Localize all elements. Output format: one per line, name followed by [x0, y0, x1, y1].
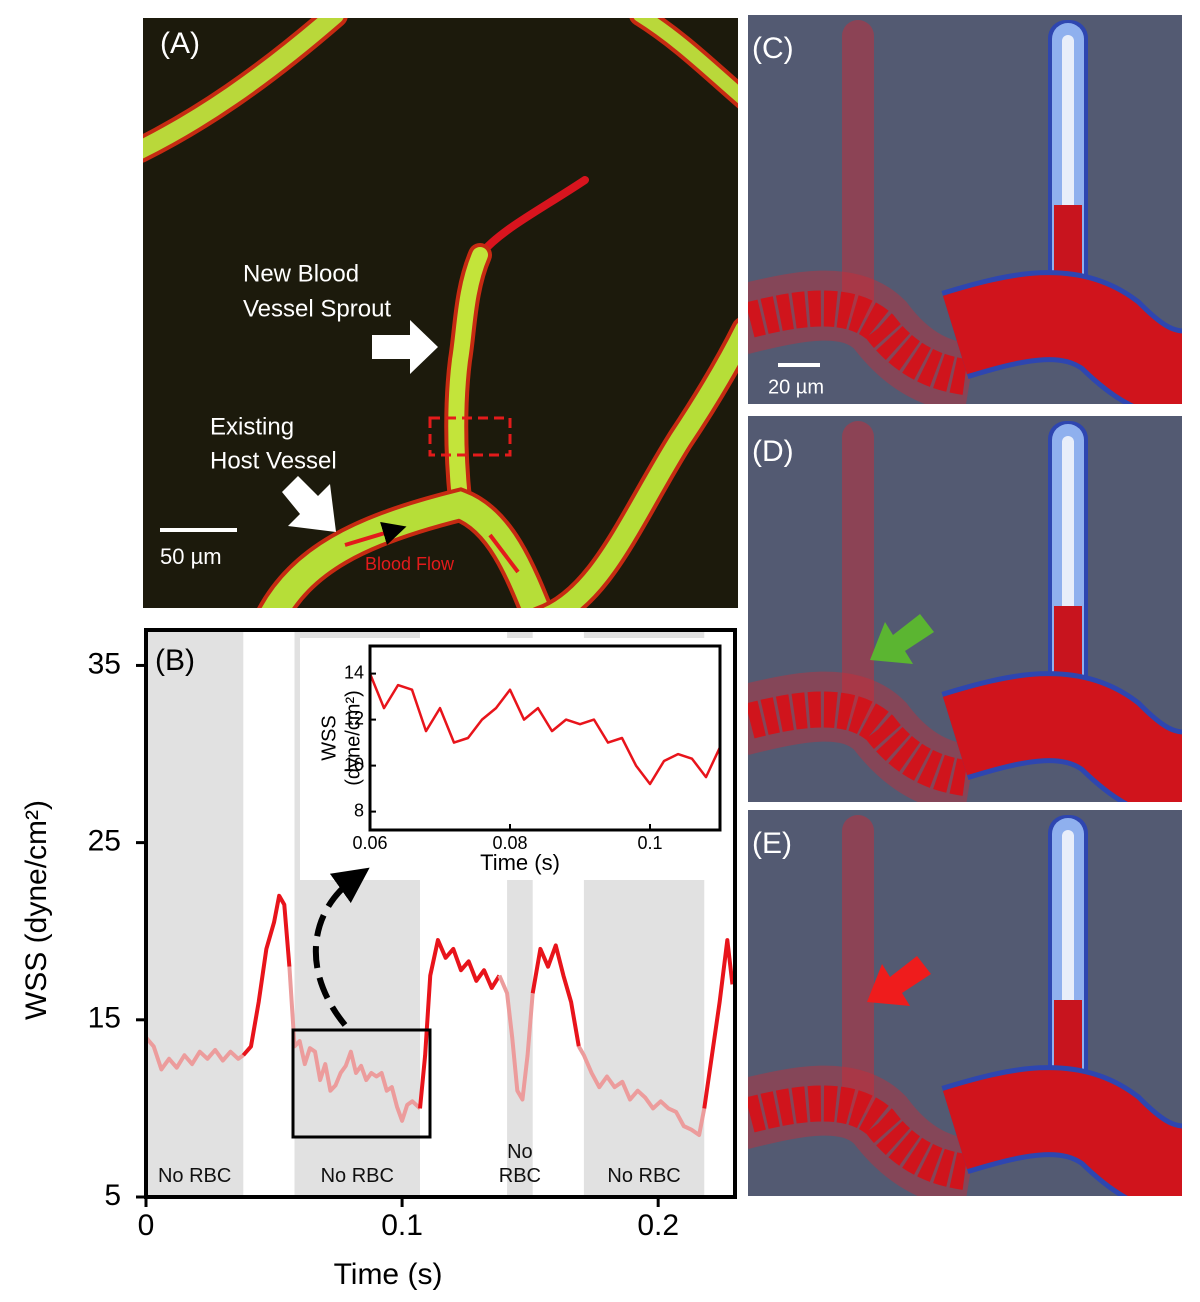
wss-host: [942, 1070, 1182, 1196]
vessel-sprout: [842, 421, 874, 721]
annotation: Host Vessel: [210, 447, 337, 474]
vessel-sprout: [842, 815, 874, 1115]
inset-y-tick-label: 8: [354, 800, 364, 820]
annotation: New Blood: [243, 260, 359, 287]
y-tick-label: 35: [88, 647, 121, 680]
sim-panel: [748, 416, 1182, 802]
annotation: Blood Flow: [365, 554, 455, 574]
panel-label: (A): [160, 27, 200, 60]
y-tick-label: 25: [88, 825, 121, 858]
inset-y-label: WSS: [318, 715, 340, 761]
wss-sprout-core: [1062, 35, 1074, 235]
zoom-arrow: [312, 867, 370, 1027]
inset-x-tick-label: 0.08: [492, 833, 527, 853]
wss-line: [497, 974, 535, 1102]
wss-sprout-core: [1062, 830, 1074, 1030]
inset-x-label: Time (s): [480, 850, 560, 875]
arrow: [870, 614, 934, 664]
inset-y-tick-label: 12: [344, 708, 364, 728]
wss-line: [530, 943, 581, 1047]
wss-line: [702, 938, 735, 1109]
inset-frame: [368, 644, 722, 832]
region-label: No RBC: [157, 1165, 232, 1187]
wss-host: [942, 275, 1182, 404]
wss-line: [287, 966, 422, 1123]
x-tick-label: 0: [138, 1209, 155, 1242]
wss-line: [241, 893, 292, 1057]
wss-line: [144, 1036, 245, 1072]
zoom-box: [291, 1028, 432, 1139]
annotation: Vessel Sprout: [243, 295, 391, 322]
region-label: No RBC: [320, 1165, 394, 1187]
rbc-band: [748, 1085, 968, 1190]
annotation: Existing: [210, 413, 294, 440]
x-axis-label: Time (s): [334, 1258, 443, 1291]
rbc-band: [748, 290, 968, 395]
scale-bar-label: 50 µm: [160, 544, 222, 569]
scale-bar-label: 20 µm: [768, 376, 824, 398]
inset-y-tick-label: 10: [344, 754, 364, 774]
inset-x-tick-label: 0.1: [637, 833, 662, 853]
x-tick-label: 0.1: [381, 1209, 423, 1242]
simulation-panels: [748, 15, 1182, 1196]
inset-y-tick-label: 14: [344, 662, 364, 682]
wss-line: [577, 1045, 707, 1137]
arrow: [867, 956, 931, 1006]
panel-label: (D): [752, 435, 794, 468]
sim-panel: [748, 15, 1182, 404]
vessel-sprout: [842, 20, 874, 320]
wss-sprout-core: [1062, 436, 1074, 636]
plot-frame: [144, 628, 737, 1199]
panel-label: (C): [752, 32, 794, 65]
micrograph: [143, 18, 738, 608]
x-tick-label: 0.2: [637, 1209, 679, 1242]
rbc-band: [748, 691, 968, 796]
sim-panel: [748, 810, 1182, 1196]
inset-x-tick-label: 0.06: [352, 833, 387, 853]
chart: 5 15 25 35 0 0.1 0.2 8 10 12 14 0.06 0.08 0.1: [88, 628, 737, 1242]
region-label: No RBC: [607, 1165, 681, 1187]
y-tick-label: 15: [88, 1002, 121, 1035]
wss-line: [418, 938, 502, 1109]
y-axis-label: WSS (dyne/cm²): [20, 800, 53, 1020]
panel-label: (E): [752, 827, 792, 860]
panel-label: (B): [155, 644, 195, 677]
wss-host: [942, 676, 1182, 802]
y-tick-label: 5: [104, 1179, 121, 1212]
region-label: No RBC: [498, 1141, 541, 1187]
no-rbc-region: [146, 630, 244, 1197]
inset-line: [368, 673, 722, 786]
inset-y-label: (dyne/cm²): [342, 690, 364, 786]
